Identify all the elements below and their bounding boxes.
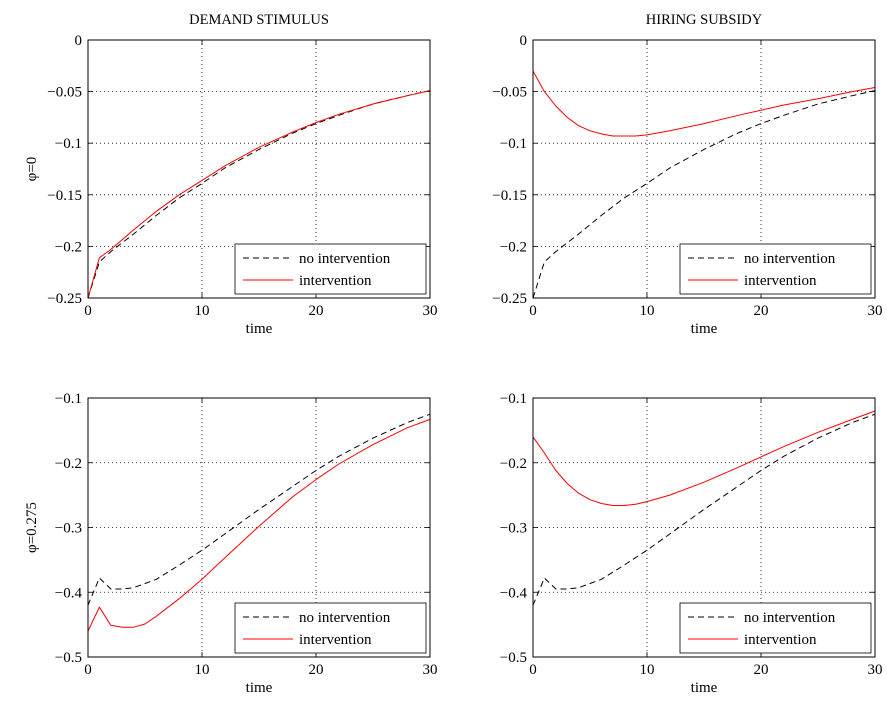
x-tick-label: 10 <box>640 303 655 319</box>
series-line-no-intervention <box>532 413 876 606</box>
axes-frame <box>87 39 431 299</box>
x-tick-label: 10 <box>195 303 210 319</box>
x-tick-label: 0 <box>529 662 537 678</box>
legend-box <box>234 243 427 295</box>
x-tick-label: 10 <box>195 662 210 678</box>
y-tick-label: −0.15 <box>47 188 82 204</box>
y-tick-label: −0.1 <box>500 391 527 407</box>
x-tick-label: 0 <box>84 662 92 678</box>
y-tick-label: −0.5 <box>500 650 527 666</box>
legend-label: no intervention <box>299 610 391 626</box>
y-tick-label: −0.1 <box>500 136 527 152</box>
x-tick-label: 30 <box>423 662 438 678</box>
legend: no intervention intervention <box>234 602 427 654</box>
y-tick-label: −0.15 <box>492 188 527 204</box>
legend-label: intervention <box>299 632 372 648</box>
x-tick-label: 0 <box>84 303 92 319</box>
x-tick-label: 30 <box>868 662 883 678</box>
axes-frame <box>532 397 876 658</box>
y-axis-label: φ=0.275 <box>24 502 40 553</box>
y-tick-label: −0.25 <box>47 291 82 307</box>
legend-label: intervention <box>744 632 817 648</box>
legend-label: no intervention <box>299 251 391 267</box>
legend-box <box>679 602 872 654</box>
y-tick-label: 0 <box>520 33 528 49</box>
axes-frame <box>532 39 876 299</box>
y-tick-label: −0.1 <box>55 391 82 407</box>
x-tick-label: 20 <box>754 662 769 678</box>
y-tick-label: −0.3 <box>500 521 527 537</box>
legend: no intervention intervention <box>679 243 872 295</box>
x-tick-label: 20 <box>309 662 324 678</box>
y-axis-label: φ=0 <box>24 157 40 182</box>
series-line-no-intervention <box>87 413 431 606</box>
x-axis-label: time <box>691 680 718 696</box>
series-line-intervention <box>87 90 431 299</box>
legend-label: intervention <box>744 273 817 289</box>
x-tick-label: 20 <box>309 303 324 319</box>
series-line-intervention <box>532 70 876 137</box>
x-axis-label: time <box>691 321 718 337</box>
legend-label: intervention <box>299 273 372 289</box>
x-axis-label: time <box>246 680 273 696</box>
x-tick-label: 20 <box>754 303 769 319</box>
series-line-intervention <box>87 418 431 632</box>
y-tick-label: −0.4 <box>55 585 83 601</box>
legend-box <box>234 602 427 654</box>
subplot-3: 0 10 20 30 −0.5 −0.4 −0.3 −0.2 −0.1 no interventi… <box>24 391 438 696</box>
legend: no intervention intervention <box>679 602 872 654</box>
y-tick-label: −0.2 <box>55 239 82 255</box>
y-tick-label: −0.5 <box>55 650 82 666</box>
x-tick-label: 0 <box>529 303 537 319</box>
legend: no intervention intervention <box>234 243 427 295</box>
x-axis-label: time <box>246 321 273 337</box>
y-tick-label: −0.25 <box>492 291 527 307</box>
y-tick-label: −0.05 <box>47 85 82 101</box>
y-tick-label: −0.2 <box>500 456 527 472</box>
y-tick-label: −0.3 <box>55 521 82 537</box>
y-tick-label: −0.2 <box>55 456 82 472</box>
y-tick-label: −0.1 <box>55 136 82 152</box>
legend-box <box>679 243 872 295</box>
series-line-intervention <box>532 410 876 506</box>
legend-label: no intervention <box>744 251 836 267</box>
subplot-4: 0 10 20 30 −0.5 −0.4 −0.3 −0.2 −0.1 no interventi… <box>500 391 883 696</box>
series-line-no-intervention <box>532 90 876 299</box>
x-tick-label: 30 <box>423 303 438 319</box>
legend-label: no intervention <box>744 610 836 626</box>
chart-title: DEMAND STIMULUS <box>189 12 329 28</box>
y-tick-label: −0.05 <box>492 85 527 101</box>
chart-title: HIRING SUBSIDY <box>646 12 763 28</box>
y-tick-label: 0 <box>75 33 83 49</box>
axes-frame <box>87 397 431 658</box>
y-tick-label: −0.2 <box>500 239 527 255</box>
x-tick-label: 30 <box>868 303 883 319</box>
x-tick-label: 10 <box>640 662 655 678</box>
subplot-1: 0 10 20 30 −0.25 −0.2 −0.15 −0.1 −0.05 0 no interv… <box>24 12 438 337</box>
subplot-2: 0 10 20 30 −0.25 −0.2 −0.15 −0.1 −0.05 0 no interv… <box>492 12 882 337</box>
y-tick-label: −0.4 <box>500 585 528 601</box>
